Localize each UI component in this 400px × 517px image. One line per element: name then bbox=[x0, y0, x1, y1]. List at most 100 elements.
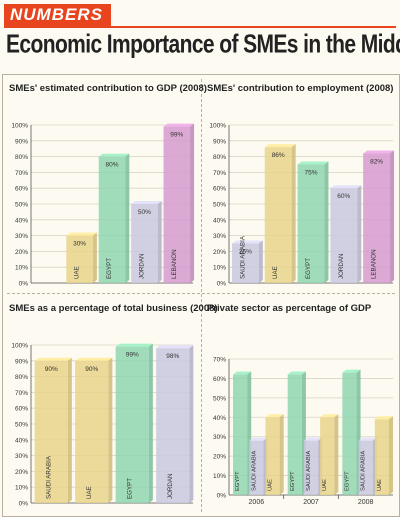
chart-2-value-label-4: 82% bbox=[370, 158, 383, 165]
chart-4-category-label-1-2: UAE bbox=[322, 479, 328, 491]
chart-3-value-label-0: 90% bbox=[45, 366, 58, 373]
chart-1-ytick: 100% bbox=[11, 123, 28, 130]
chart-1-value-label-2: 50% bbox=[138, 209, 151, 216]
chart-1-bar-0 bbox=[66, 235, 93, 283]
chart-2-bar-side-2 bbox=[324, 161, 329, 283]
chart-4-bar-top-1-1 bbox=[303, 437, 323, 441]
chart-2-bar-0 bbox=[231, 243, 259, 283]
chart-4-ytick: 40% bbox=[213, 415, 226, 422]
chart-1-bar-top-2 bbox=[131, 201, 162, 204]
chart-1-title: SMEs' estimated contribution to GDP (200… bbox=[9, 83, 207, 94]
chart-4-bar-1-2 bbox=[320, 417, 335, 495]
chart-2-ytick: 10% bbox=[213, 265, 226, 272]
chart-4-category-label-1-1: SAUDI ARABIA bbox=[306, 451, 312, 491]
chart-1-value-label-3: 99% bbox=[170, 132, 183, 139]
chart-1-category-label-3: LEBANON bbox=[171, 249, 178, 279]
chart-2-category-label-1: UAE bbox=[272, 266, 279, 279]
chart-3-ytick: 0% bbox=[19, 501, 29, 508]
chart-3-category-label-3: JORDAN bbox=[167, 474, 174, 499]
chart-2-ytick: 90% bbox=[213, 138, 226, 145]
chart-4-ytick: 10% bbox=[213, 473, 226, 480]
chart-1-bar-top-3 bbox=[163, 123, 195, 127]
chart-3-ytick: 80% bbox=[15, 374, 28, 381]
chart-3-category-label-0: SAUDI ARABIA bbox=[45, 455, 52, 499]
chart-2-bar-side-0 bbox=[258, 240, 263, 283]
chart-3-category-label-1: UAE bbox=[86, 486, 93, 499]
chart-4-category-label-1-0: EGYPT bbox=[290, 471, 296, 491]
chart-3-value-label-2: 99% bbox=[126, 352, 139, 359]
chart-3-bar-0 bbox=[34, 360, 68, 503]
chart-2-bar-side-4 bbox=[390, 150, 395, 283]
chart-1-ytick: 50% bbox=[15, 202, 28, 209]
chart-1-bar-side-2 bbox=[157, 201, 162, 283]
chart-4-category-label-2-0: EGYPT bbox=[344, 471, 350, 491]
charts-frame: SMEs' estimated contribution to GDP (200… bbox=[2, 74, 400, 517]
chart-3-bar-3 bbox=[156, 348, 190, 503]
chart-2-bar-side-1 bbox=[291, 144, 296, 283]
chart-4-bar-top-1-0 bbox=[287, 371, 306, 375]
chart-4-ytick: 50% bbox=[213, 395, 226, 402]
chart-2-category-label-0: SAUDI ARABIA bbox=[239, 235, 246, 279]
chart-4-bar-side-2-2 bbox=[388, 416, 393, 495]
chart-4-category-label-2-1: SAUDI ARABIA bbox=[361, 451, 367, 491]
chart-3-ytick: 10% bbox=[15, 485, 28, 492]
chart-2-title: SMEs' contribution to employment (2008) bbox=[207, 83, 394, 94]
chart-1-bar-top-0 bbox=[66, 232, 97, 236]
chart-1-ytick: 80% bbox=[15, 154, 28, 161]
chart-4-bar-top-2-1 bbox=[358, 437, 377, 441]
chart-4-ytick: 60% bbox=[213, 376, 226, 383]
chart-3-bar-top-1 bbox=[75, 357, 113, 361]
chart-2-ytick: 80% bbox=[213, 154, 226, 161]
chart-2-bar-3 bbox=[330, 188, 358, 283]
chart-3-ytick: 90% bbox=[15, 358, 28, 365]
chart-4-group-label-2: 2008 bbox=[358, 499, 374, 506]
chart-2-ytick: 30% bbox=[213, 233, 226, 240]
chart-2-value-label-2: 75% bbox=[304, 170, 317, 177]
chart-3-bar-1 bbox=[75, 360, 109, 503]
chart-4-bar-1-0 bbox=[287, 374, 302, 495]
chart-4-group-label-1: 2007 bbox=[303, 499, 319, 506]
chart-3-ytick: 100% bbox=[11, 343, 28, 350]
chart-1-bar-top-1 bbox=[98, 153, 130, 157]
chart-2-ytick: 0% bbox=[217, 281, 227, 288]
chart-4-bar-1-1 bbox=[303, 440, 319, 495]
chart-3-bar-side-2 bbox=[148, 343, 153, 503]
chart-2-ytick: 40% bbox=[213, 217, 226, 224]
chart-4-group-label-0: 2006 bbox=[249, 499, 265, 506]
chart-2-value-label-1: 86% bbox=[272, 152, 285, 159]
chart-2-ytick: 70% bbox=[213, 170, 226, 177]
chart-4-bar-0-0 bbox=[233, 374, 248, 495]
chart-4-category-label-2-2: UAE bbox=[377, 479, 383, 491]
chart-2-category-label-4: LEBANON bbox=[371, 249, 378, 279]
chart-2-value-label-3: 60% bbox=[337, 193, 350, 200]
chart-1-bar-side-1 bbox=[125, 153, 130, 283]
chart-1-ytick: 10% bbox=[15, 265, 28, 272]
charts-canvas: 0% 10% 20% 30% 40% 50% 60% 70% 80% 90% 100% 30% UAE 8… bbox=[11, 123, 395, 508]
chart-3-bar-top-0 bbox=[34, 357, 72, 361]
chart-4-ytick: 70% bbox=[213, 357, 226, 364]
chart-3-ytick: 60% bbox=[15, 406, 28, 413]
chart-3-bar-2 bbox=[115, 346, 149, 503]
chart-2-bar-top-1 bbox=[264, 144, 296, 148]
chart-3-category-label-2: EGYPT bbox=[126, 478, 133, 499]
chart-4-bar-0-2 bbox=[265, 417, 280, 495]
chart-1-ytick: 90% bbox=[15, 138, 28, 145]
chart-1-bar-3 bbox=[163, 126, 191, 283]
chart-1-ytick: 20% bbox=[15, 249, 28, 256]
chart-4-bar-side-0-2 bbox=[279, 414, 284, 495]
chart-3-bar-top-3 bbox=[156, 345, 194, 349]
chart-4-category-label-0-0: EGYPT bbox=[235, 471, 241, 491]
chart-2-ytick: 50% bbox=[213, 202, 226, 209]
chart-3-bar-side-1 bbox=[108, 357, 113, 503]
chart-2-bar-4 bbox=[363, 153, 391, 283]
chart-4-bar-top-0-1 bbox=[249, 437, 268, 441]
chart-3-title: SMEs as a percentage of total business (… bbox=[9, 303, 218, 314]
chart-1-ytick: 70% bbox=[15, 170, 28, 177]
chart-3-ytick: 50% bbox=[15, 422, 28, 429]
chart-1-ytick: 30% bbox=[15, 233, 28, 240]
panel-divider-horizontal bbox=[7, 293, 395, 294]
chart-4-bar-top-2-0 bbox=[342, 369, 361, 373]
chart-4-ytick: 30% bbox=[213, 434, 226, 441]
chart-2-ytick: 60% bbox=[213, 186, 226, 193]
